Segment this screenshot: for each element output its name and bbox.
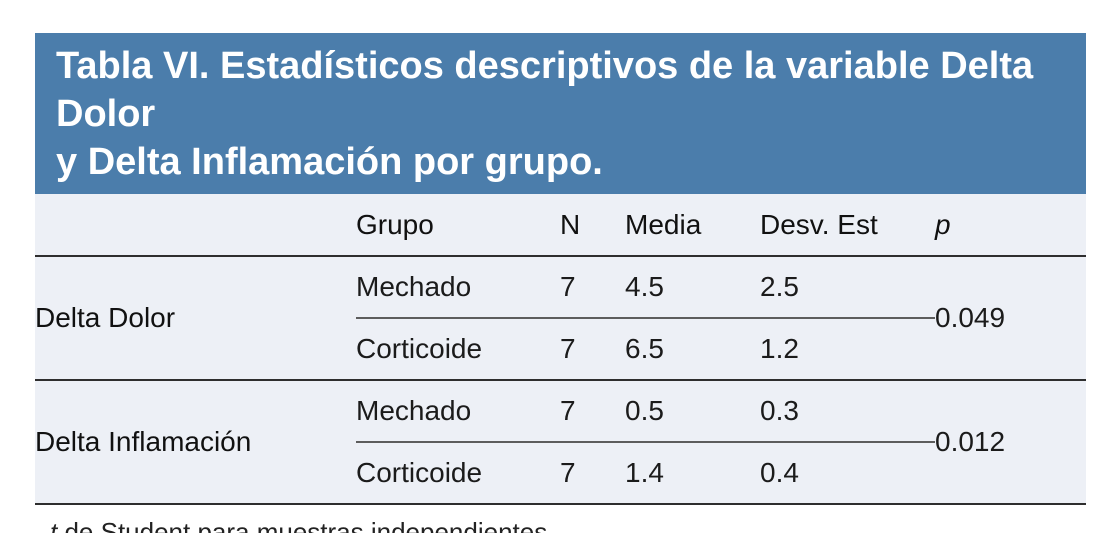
column-header-n: N [560, 194, 625, 256]
n-cell: 7 [560, 256, 625, 319]
table-row: Delta Dolor Mechado 7 4.5 2.5 0.049 [35, 256, 1086, 380]
table-row: Corticoide 7 1.4 0.4 [35, 442, 1086, 504]
desv-cell: 1.2 [760, 318, 935, 380]
table-title-line1: Tabla VI. Estadísticos descriptivos de l… [56, 45, 1034, 135]
table-row: Delta Inflamación Mechado 7 0.5 0.3 0.01… [35, 380, 1086, 504]
footnote: t de Student para muestras independiente… [50, 517, 1086, 533]
group-delta-dolor: Delta Dolor Mechado 7 4.5 2.5 0.049 Cort… [35, 256, 1086, 380]
n-cell: 7 [560, 318, 625, 380]
stats-table: Grupo N Media Desv. Est p Delta Dolor Me… [35, 194, 1086, 505]
variable-label: Delta Dolor [35, 256, 356, 380]
media-cell: 0.5 [625, 380, 760, 443]
media-cell: 1.4 [625, 442, 760, 504]
n-cell: 7 [560, 380, 625, 443]
column-header-media: Media [625, 194, 760, 256]
media-cell: 4.5 [625, 256, 760, 319]
p-value-cell: 0.049 [935, 256, 1086, 380]
column-header-grupo: Grupo [356, 194, 560, 256]
footnote-stat-symbol: t [50, 517, 58, 533]
column-header-desv-est: Desv. Est [760, 194, 935, 256]
footnote-text: de Student para muestras independientes. [57, 517, 555, 533]
desv-cell: 0.3 [760, 380, 935, 443]
p-value-cell: 0.012 [935, 380, 1086, 504]
n-cell: 7 [560, 442, 625, 504]
table-title-line2: y Delta Inflamación por grupo. [56, 141, 603, 183]
variable-label: Delta Inflamación [35, 380, 356, 504]
group-delta-inflamacion: Delta Inflamación Mechado 7 0.5 0.3 0.01… [35, 380, 1086, 504]
table-title-band: Tabla VI. Estadísticos descriptivos de l… [35, 33, 1086, 194]
grupo-cell: Mechado [356, 256, 560, 319]
grupo-cell: Mechado [356, 380, 560, 443]
grupo-cell: Corticoide [356, 442, 560, 504]
grupo-cell: Corticoide [356, 318, 560, 380]
header-row: Grupo N Media Desv. Est p [35, 194, 1086, 256]
media-cell: 6.5 [625, 318, 760, 380]
table-row: Corticoide 7 6.5 1.2 [35, 318, 1086, 380]
column-header-p: p [935, 194, 1086, 256]
desv-cell: 0.4 [760, 442, 935, 504]
column-header-variable [35, 194, 356, 256]
desv-cell: 2.5 [760, 256, 935, 319]
